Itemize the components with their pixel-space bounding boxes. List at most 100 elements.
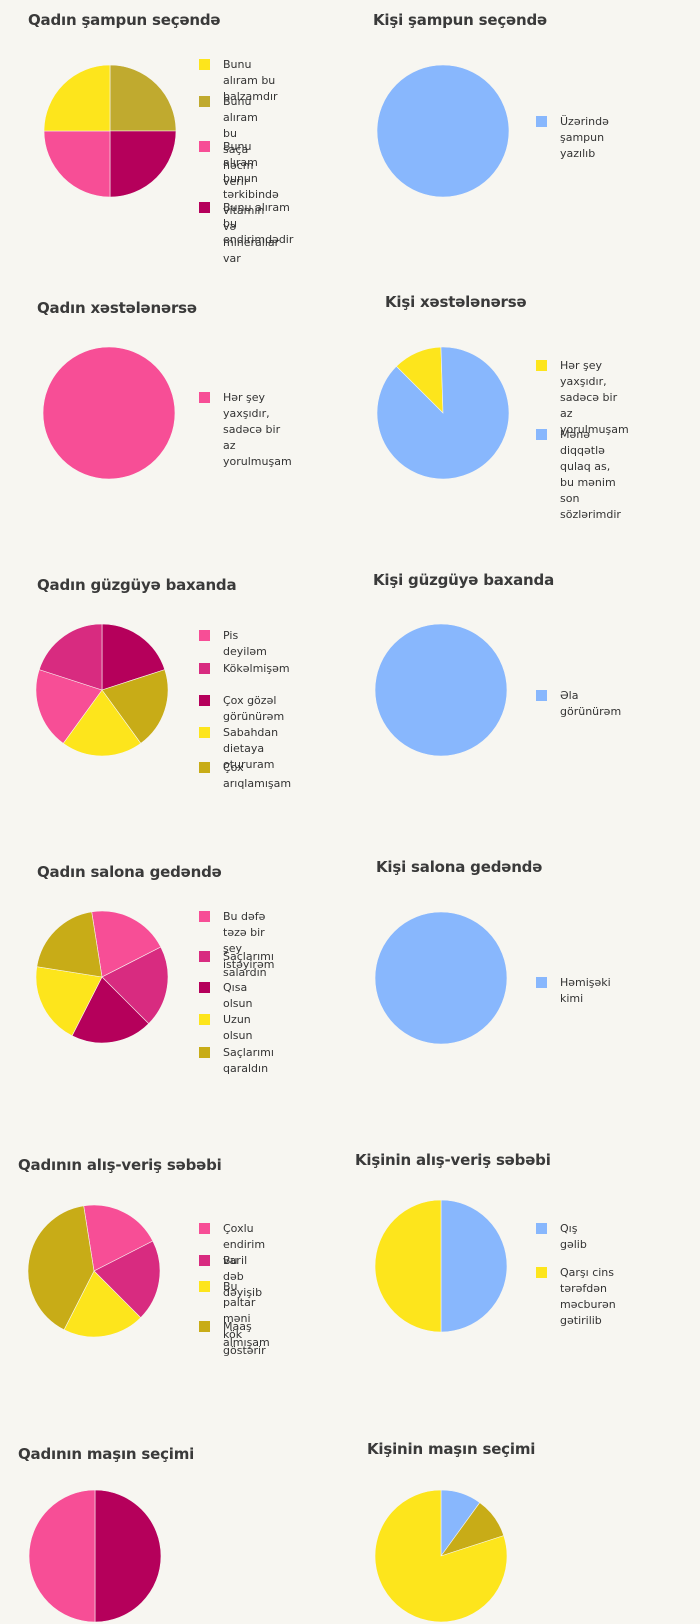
legend-swatch [199,727,210,738]
pie-slice-kisinin-alis-veris-sebebi-0 [440,1199,508,1333]
legend-swatch [199,202,210,213]
pie-slice-kisi-sampun-secende-0 [376,64,510,198]
pie-slice-qadin-guzguye-baxanda-1 [101,669,169,744]
legend-label: Uzun olsun [223,1013,253,1042]
pie-slice-qadinin-alis-veris-sebebi-1 [93,1240,161,1319]
legend-item: Bunu alıram bunun tərkibində vitamin və … [199,139,279,267]
pie-chart-qadin-xestelenerse [42,346,176,480]
legend-swatch [199,1255,210,1266]
legend-label: Bunu alıram bunun tərkibində vitamin və … [223,140,280,265]
pie-chart-qadinin-alis-veris-sebebi [27,1204,161,1338]
legend-item: Bunu alıram bu balzamdır [199,57,278,105]
legend-label: Bu il dəb dəyişib [223,1254,263,1299]
pie-slice-qadin-guzguye-baxanda-4 [38,623,103,691]
pie-slice-qadin-sampun-secende-1 [109,130,177,198]
pie-chart-qadin-salona-gedende [35,910,169,1044]
pie-chart-kisinin-masin-secimi [374,1489,508,1623]
legend-item: Mənə diqqətlə qulaq as, bu mənim son söz… [536,427,621,523]
legend-item: Sabahdan dietaya otururam [199,725,278,773]
chart-title-kisinin-alis-veris-sebebi: Kişinin alış-veriş səbəbi [355,1151,551,1169]
legend-swatch [199,59,210,70]
legend-item: Bunu alıram bu saça həcm verir [199,94,258,190]
legend-label: Əla görünürəm [560,689,622,718]
legend-swatch [199,982,210,993]
legend-swatch [199,392,210,403]
legend-label: Mənə diqqətlə qulaq as, bu mənim son söz… [560,428,621,521]
legend-item: Qarşı cins tərəfdən məcburən gətirilib [536,1265,616,1329]
legend-label: Saçlarımı qaraldın [223,1046,274,1075]
pie-slice-qadin-guzguye-baxanda-0 [101,623,166,691]
pie-slice-qadinin-alis-veris-sebebi-3 [27,1205,95,1331]
legend-swatch [536,1267,547,1278]
legend-swatch [536,977,547,988]
pie-chart-kisi-xestelenerse [376,346,510,480]
pie-chart-qadin-guzguye-baxanda [35,623,169,757]
legend-label: Çox gözəl görünürəm [223,694,285,723]
legend-item: Pis deyiləm [199,628,267,660]
legend-swatch [199,911,210,922]
legend-item: Qış gəlib [536,1221,587,1253]
legend-label: Çox arıqlamışam [223,761,292,790]
legend-swatch [199,695,210,706]
legend-item: Bu paltar məni kök göstərir [199,1279,266,1359]
legend-swatch [536,1223,547,1234]
legend-label: Qısa olsun [223,981,253,1010]
legend-item: Bu dəfə təzə bir şey istəyirəm [199,909,274,973]
pie-slice-qadin-sampun-secende-3 [43,64,111,132]
pie-chart-qadinin-masin-secimi [28,1489,162,1623]
pie-chart-kisi-guzguye-baxanda [374,623,508,757]
legend-swatch [536,116,547,127]
pie-slice-qadinin-masin-secimi-1 [28,1489,96,1623]
legend-item: Həmişəki kimi [536,975,611,1007]
chart-title-kisinin-masin-secimi: Kişinin maşın seçimi [367,1440,536,1458]
pie-slice-qadin-salona-gedende-3 [35,966,103,1037]
legend-swatch [199,663,210,674]
legend-label: Hər şey yaxşıdır, sadəcə bir az yorulmuş… [560,359,629,436]
legend-label: Pis deyiləm [223,629,267,658]
legend-swatch [199,762,210,773]
chart-title-kisi-salona-gedende: Kişi salona gedəndə [376,858,543,876]
pie-chart-qadin-sampun-secende [43,64,177,198]
legend-swatch [199,630,210,641]
legend-swatch [536,429,547,440]
legend-label: Bu paltar məni kök göstərir [223,1280,266,1357]
pie-slice-qadin-salona-gedende-2 [71,976,150,1044]
legend-item: Çoxlu endirim var [199,1221,265,1269]
pie-chart-kisi-salona-gedende [374,911,508,1045]
pie-slice-qadin-sampun-secende-2 [43,130,111,198]
legend-item: Hər şey yaxşıdır, sadəcə bir az yorulmuş… [536,358,629,438]
pie-slice-qadinin-masin-secimi-0 [94,1489,162,1623]
legend-item: Bu il dəb dəyişib [199,1253,262,1301]
legend-label: Saçlarımı salardın [223,950,274,979]
legend-item: Kökəlmişəm [199,661,290,677]
legend-label: Həmişəki kimi [560,976,611,1005]
pie-slice-kisi-guzguye-baxanda-0 [374,623,508,757]
legend-label: Bu dəfə təzə bir şey istəyirəm [223,910,275,971]
legend-swatch [199,1223,210,1234]
chart-title-qadin-salona-gedende: Qadın salona gedəndə [37,863,222,881]
pie-slice-kisi-xestelenerse-1 [376,346,510,480]
chart-title-kisi-sampun-secende: Kişi şampun seçəndə [373,11,548,29]
legend-item: Saçlarımı qaraldın [199,1045,274,1077]
legend-item: Qısa olsun [199,980,252,1012]
chart-title-qadinin-alis-veris-sebebi: Qadının alış-veriş səbəbi [18,1156,222,1174]
pie-slice-qadin-guzguye-baxanda-2 [62,689,142,757]
chart-title-kisi-guzguye-baxanda: Kişi güzgüyə baxanda [373,571,554,589]
legend-label: Bunu alıram bu balzamdır [223,58,278,103]
pie-slice-qadin-salona-gedende-1 [101,946,169,1025]
pie-slice-qadinin-alis-veris-sebebi-0 [83,1204,154,1272]
legend-swatch [199,951,210,962]
legend-item: Çox gözəl görünürəm [199,693,284,725]
chart-title-qadin-xestelenerse: Qadın xəstələnərsə [37,299,197,317]
pie-slice-qadin-salona-gedende-0 [91,910,162,978]
pie-slice-kisi-salona-gedende-0 [374,911,508,1045]
pie-slice-qadin-sampun-secende-0 [109,64,177,132]
legend-swatch [199,1281,210,1292]
legend-label: Kökəlmişəm [223,662,290,675]
legend-swatch [199,96,210,107]
legend-label: Qarşı cins tərəfdən məcburən gətirilib [560,1266,616,1327]
chart-title-qadin-sampun-secende: Qadın şampun seçəndə [28,11,221,29]
legend-label: Qış gəlib [560,1222,587,1251]
legend-swatch [199,141,210,152]
legend-label: Hər şey yaxşıdır, sadəcə bir az yorulmuş… [223,391,292,468]
